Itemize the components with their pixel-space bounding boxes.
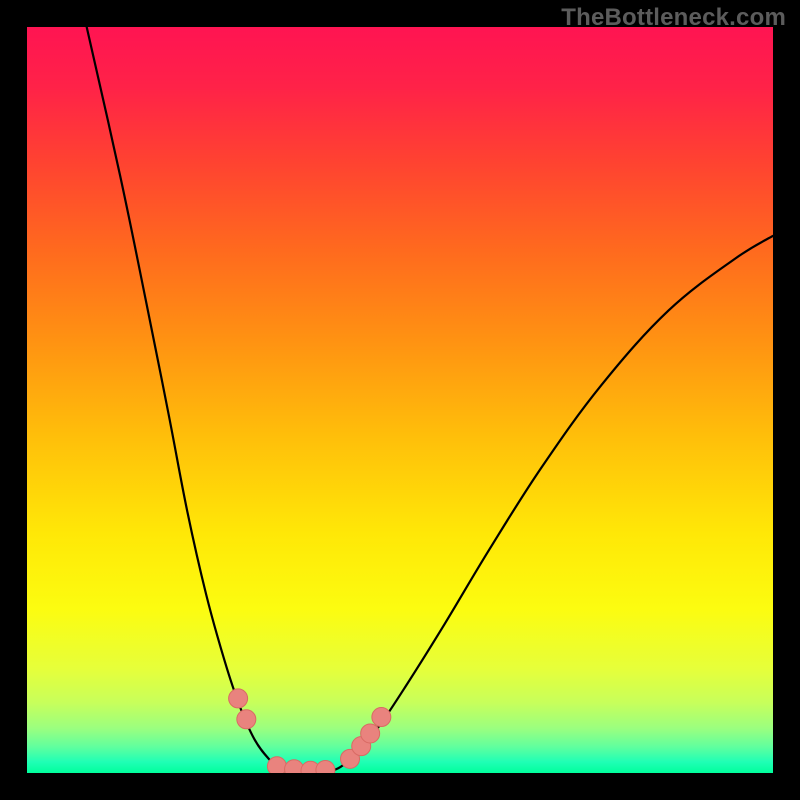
marker-point bbox=[267, 757, 286, 776]
plot-background bbox=[27, 27, 773, 773]
bottleneck-chart bbox=[0, 0, 800, 800]
marker-point bbox=[237, 710, 256, 729]
watermark-text: TheBottleneck.com bbox=[561, 4, 786, 32]
marker-point bbox=[229, 689, 248, 708]
marker-point bbox=[372, 708, 391, 727]
chart-container: { "meta": { "canvas_width": 800, "canvas… bbox=[0, 0, 800, 800]
marker-point bbox=[361, 724, 380, 743]
